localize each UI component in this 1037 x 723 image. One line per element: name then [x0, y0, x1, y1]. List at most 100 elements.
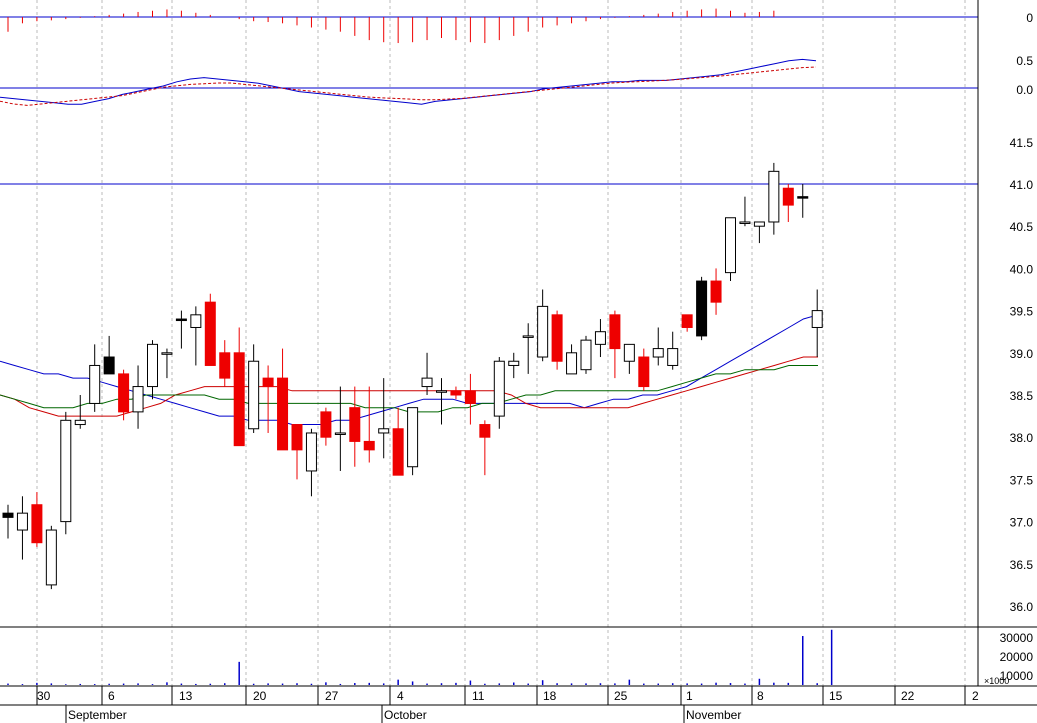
candle-body	[60, 419, 72, 523]
x-tick-label: 22	[901, 689, 915, 703]
x-tick-label: 20	[253, 689, 267, 703]
x-tick-label: 6	[108, 689, 115, 703]
x-tick-label: 2	[972, 689, 979, 703]
x-tick-label: 18	[543, 689, 557, 703]
candle-body	[710, 280, 722, 303]
macd-axis-label: 0.5	[1016, 54, 1033, 68]
candle-body	[103, 356, 115, 375]
candle-body	[407, 407, 419, 468]
candle-body	[190, 314, 202, 328]
price-tick-label: 39.0	[1010, 347, 1034, 361]
volume-multiplier-label: ×1000	[984, 676, 1009, 686]
candle-body	[132, 386, 144, 413]
candle-body	[320, 411, 332, 438]
candle-body	[450, 390, 462, 396]
macd-line	[0, 58, 817, 105]
volume-panel	[7, 629, 833, 685]
candle-body	[739, 221, 751, 224]
candle-body	[580, 339, 592, 371]
candle-body	[566, 352, 578, 375]
x-tick-label: 1	[686, 689, 693, 703]
candle-body	[175, 318, 187, 322]
candle-body	[667, 348, 679, 366]
x-tick-label: 11	[472, 689, 485, 703]
signal-line	[0, 66, 817, 106]
candle-body	[551, 314, 563, 362]
price-tick-label: 36.0	[1010, 600, 1034, 614]
candle-body	[782, 187, 794, 206]
candle-body	[89, 364, 101, 404]
price-tick-label: 36.5	[1010, 558, 1034, 572]
candle-body	[508, 360, 520, 366]
candle-body	[262, 377, 274, 388]
candle-body	[681, 314, 693, 328]
candle-body	[305, 432, 317, 472]
price-tick-label: 41.5	[1010, 136, 1034, 150]
candle-body	[16, 512, 28, 531]
price-tick-label: 38.0	[1010, 431, 1034, 445]
macd-axis-label: 0	[1026, 11, 1033, 25]
price-tick-label: 37.5	[1010, 473, 1034, 487]
candle-body	[219, 352, 231, 379]
candle-body	[753, 221, 765, 227]
month-label: October	[384, 708, 427, 722]
x-tick-label: 25	[614, 689, 628, 703]
candle-body	[479, 424, 491, 438]
candle-body	[45, 529, 57, 586]
price-tick-label: 38.5	[1010, 389, 1034, 403]
candle-body	[74, 419, 86, 426]
candle-body	[811, 310, 823, 328]
candle-body	[638, 356, 650, 388]
candle-body	[696, 280, 708, 337]
candle-body	[652, 348, 664, 358]
candle-body	[537, 305, 549, 358]
volume-tick-label: 10000	[1000, 669, 1034, 683]
candle-body	[464, 390, 476, 404]
candle-body	[2, 512, 14, 518]
candle-body	[161, 352, 173, 355]
candle-body	[421, 377, 433, 388]
price-tick-label: 40.5	[1010, 220, 1034, 234]
volume-tick-label: 30000	[1000, 631, 1034, 645]
candle-body	[334, 432, 346, 435]
price-tick-label: 40.0	[1010, 262, 1034, 276]
candle-body	[31, 504, 43, 544]
candle-body	[291, 424, 303, 451]
candle-body	[349, 407, 361, 442]
x-tick-label: 30	[37, 689, 51, 703]
candle-body	[725, 217, 736, 274]
candle-body	[436, 390, 447, 393]
candle-body	[594, 331, 606, 345]
price-tick-label: 39.5	[1010, 305, 1034, 319]
candle-body	[233, 352, 245, 447]
x-tick-label: 4	[397, 689, 404, 703]
month-label: November	[686, 708, 741, 722]
candle-body	[248, 360, 260, 430]
candle-body	[797, 196, 809, 199]
candle-body	[493, 360, 505, 417]
candle-body	[147, 343, 158, 388]
price-tick-label: 41.0	[1010, 178, 1034, 192]
grid-lines	[36, 0, 966, 686]
x-tick-label: 8	[757, 689, 764, 703]
candle-body	[522, 335, 534, 338]
price-panel	[0, 162, 978, 590]
candle-body	[392, 428, 404, 476]
candle-body	[118, 373, 130, 413]
candle-body	[609, 314, 621, 350]
candle-body	[623, 343, 635, 362]
candle-body	[277, 377, 289, 451]
macd-panel	[0, 8, 978, 106]
candle-body	[204, 301, 216, 366]
candle-body	[768, 170, 780, 223]
month-label: September	[68, 708, 127, 722]
macd-axis-label: 0.0	[1016, 83, 1033, 97]
volume-tick-label: 20000	[1000, 650, 1034, 664]
candle-body	[378, 428, 390, 434]
x-tick-label: 15	[829, 689, 843, 703]
price-tick-label: 37.0	[1010, 516, 1034, 530]
x-tick-label: 27	[325, 689, 339, 703]
x-tick-label: 13	[179, 689, 193, 703]
